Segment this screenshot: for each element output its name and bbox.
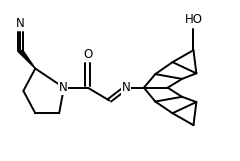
Text: HO: HO bbox=[185, 13, 203, 26]
Text: N: N bbox=[122, 81, 130, 94]
Text: N: N bbox=[59, 81, 68, 94]
Text: O: O bbox=[83, 48, 92, 62]
Polygon shape bbox=[18, 50, 35, 69]
Text: N: N bbox=[16, 17, 25, 29]
